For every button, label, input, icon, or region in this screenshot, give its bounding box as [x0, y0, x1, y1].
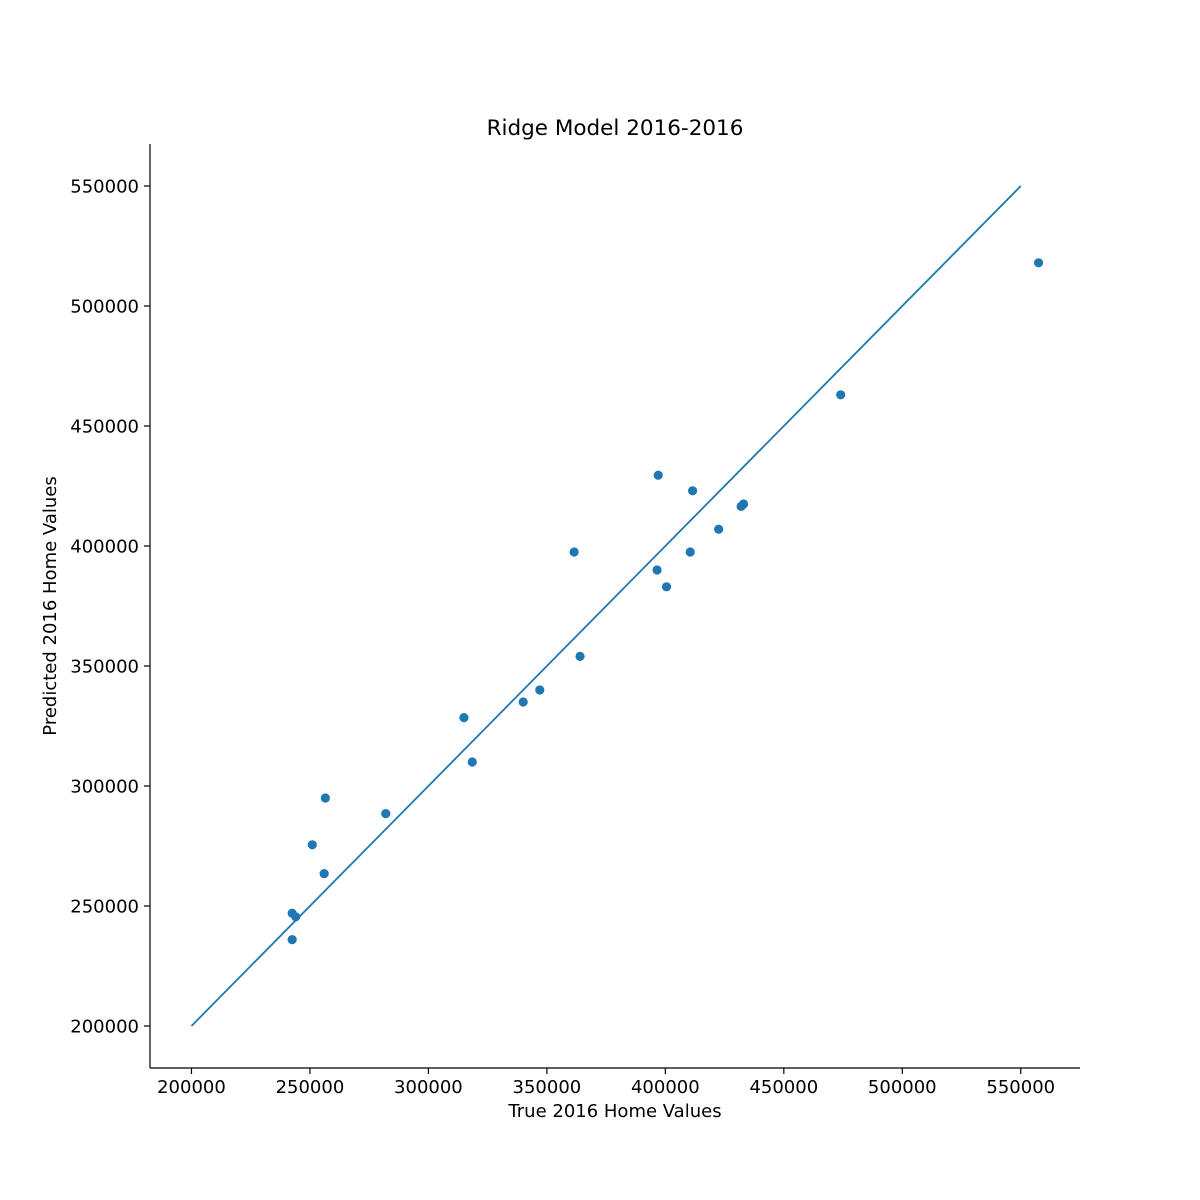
data-point: [575, 651, 585, 662]
data-point: [319, 869, 329, 879]
data-point: [685, 547, 695, 557]
data-point: [307, 840, 317, 850]
x-tick-label: 450000: [749, 1077, 818, 1098]
y-tick-label: 550000: [70, 177, 139, 198]
y-axis-ticks: 200000 250000 300000 350000 400000 450000 5000…: [70, 177, 150, 1038]
x-tick-label: 250000: [276, 1077, 345, 1098]
data-point: [1033, 258, 1044, 268]
data-point: [320, 793, 330, 803]
data-point: [381, 809, 391, 819]
data-point: [687, 486, 698, 496]
y-tick-label: 350000: [70, 657, 139, 678]
data-point: [467, 757, 477, 767]
y-tick-label: 400000: [70, 537, 139, 558]
x-tick-label: 300000: [394, 1077, 463, 1098]
data-point: [459, 713, 469, 723]
data-point: [714, 524, 724, 534]
y-tick-label: 200000: [70, 1017, 139, 1038]
x-tick-label: 500000: [868, 1077, 937, 1098]
data-point: [569, 547, 579, 557]
y-tick-label: 250000: [70, 897, 139, 918]
data-point: [736, 501, 746, 511]
data-point: [287, 935, 297, 945]
chart-title: Ridge Model 2016-2016: [487, 116, 744, 141]
data-point: [836, 390, 846, 400]
y-axis-label: Predicted 2016 Home Values: [40, 476, 61, 735]
plot-area: [190, 185, 1044, 1027]
data-point: [291, 912, 301, 922]
y-tick-label: 300000: [70, 777, 139, 798]
x-axis-label: True 2016 Home Values: [507, 1101, 721, 1122]
data-point: [535, 685, 545, 695]
x-tick-label: 350000: [513, 1077, 582, 1098]
data-point: [653, 470, 663, 480]
y-tick-label: 450000: [70, 417, 139, 438]
reference-line: [190, 185, 1022, 1027]
x-tick-label: 400000: [631, 1077, 700, 1098]
x-tick-label: 200000: [157, 1077, 226, 1098]
axes: [149, 144, 1080, 1069]
x-axis-ticks: 200000 250000 300000 350000 400000 450000 5000…: [157, 1068, 1055, 1098]
y-tick-label: 500000: [70, 297, 139, 318]
data-point: [518, 697, 528, 707]
x-tick-label: 550000: [986, 1077, 1055, 1098]
data-point: [652, 565, 662, 575]
data-point: [661, 582, 672, 592]
